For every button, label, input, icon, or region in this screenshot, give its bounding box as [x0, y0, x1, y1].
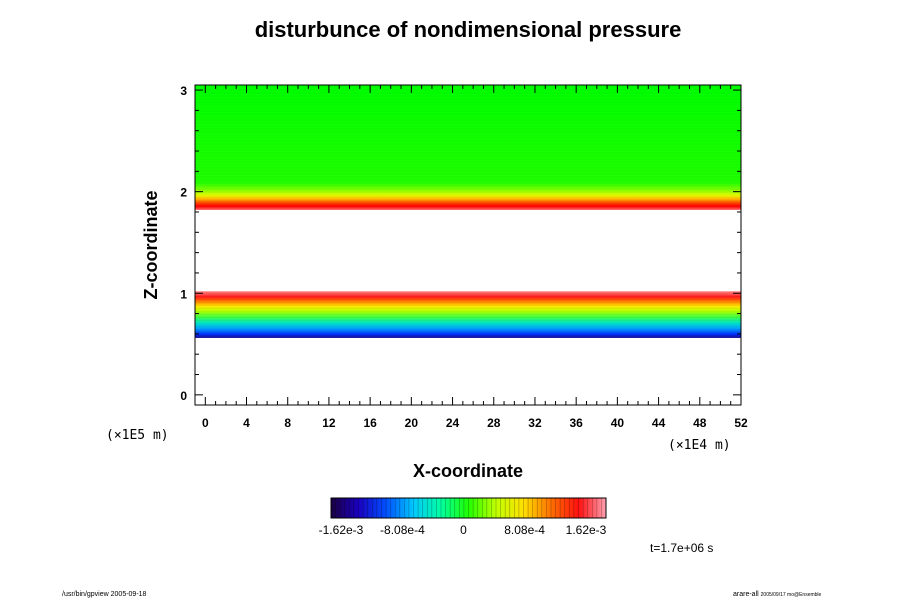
x-tick-label: 16: [363, 416, 377, 430]
x-tick-label: 20: [405, 416, 419, 430]
y-axis-title: Z-coordinate: [141, 190, 161, 299]
colorbar-tick-label: -1.62e-3: [319, 523, 364, 537]
colorbar-tick-labels: -1.62e-3 -8.08e-4 0 8.08e-4 1.62e-3: [319, 523, 607, 537]
y-tick-label: 0: [180, 389, 187, 403]
heatmap-band-1: [195, 85, 741, 210]
x-axis-unit: (×1E4 m): [668, 438, 731, 453]
footer-left: /usr/bin/gpview 2005-09-18: [62, 591, 147, 598]
x-tick-label: 40: [611, 416, 625, 430]
x-tick-label: 44: [652, 416, 666, 430]
colorbar: -1.62e-3 -8.08e-4 0 8.08e-4 1.62e-3: [319, 497, 607, 537]
plot-frame: [194, 84, 742, 406]
y-tick-label: 1: [180, 287, 187, 301]
footer-right-main: arare-all: [733, 591, 759, 598]
x-tick-label: 8: [284, 416, 291, 430]
chart-title: disturbunce of nondimensional pressure: [255, 17, 682, 42]
x-tick-label: 0: [202, 416, 209, 430]
colorbar-gradient: [330, 497, 607, 519]
x-tick-label: 12: [322, 416, 336, 430]
colorbar-tick-label: 0: [460, 523, 467, 537]
x-tick-label: 4: [243, 416, 250, 430]
colorbar-tick-label: 8.08e-4: [504, 523, 545, 537]
x-axis-ticks: 0 4 8 12 16 20 24 28 32 36 40 44 48 52: [202, 85, 748, 430]
heatmap-band-0: [195, 291, 741, 338]
y-axis-unit: (×1E5 m): [106, 428, 169, 443]
heatmap-bands: [195, 85, 741, 338]
x-tick-label: 36: [569, 416, 583, 430]
colorbar-tick-label: 1.62e-3: [566, 523, 607, 537]
x-tick-label: 52: [734, 416, 748, 430]
footer-right-sub: 2005/09/17 mo@Ensemble: [761, 592, 822, 598]
y-tick-label: 2: [180, 186, 187, 200]
y-tick-label: 3: [180, 84, 187, 98]
x-tick-label: 32: [528, 416, 542, 430]
time-label: t=1.7e+06 s: [650, 541, 713, 555]
x-tick-label: 48: [693, 416, 707, 430]
x-tick-label: 28: [487, 416, 501, 430]
x-axis-title: X-coordinate: [413, 461, 523, 481]
colorbar-tick-label: -8.08e-4: [380, 523, 425, 537]
heatmap-stripes: [195, 86, 741, 336]
footer-right: arare-all 2005/09/17 mo@Ensemble: [733, 591, 822, 598]
colorbar-levels: [335, 498, 602, 518]
x-tick-label: 24: [446, 416, 460, 430]
y-axis-ticks: 0 1 2 3: [180, 84, 741, 403]
